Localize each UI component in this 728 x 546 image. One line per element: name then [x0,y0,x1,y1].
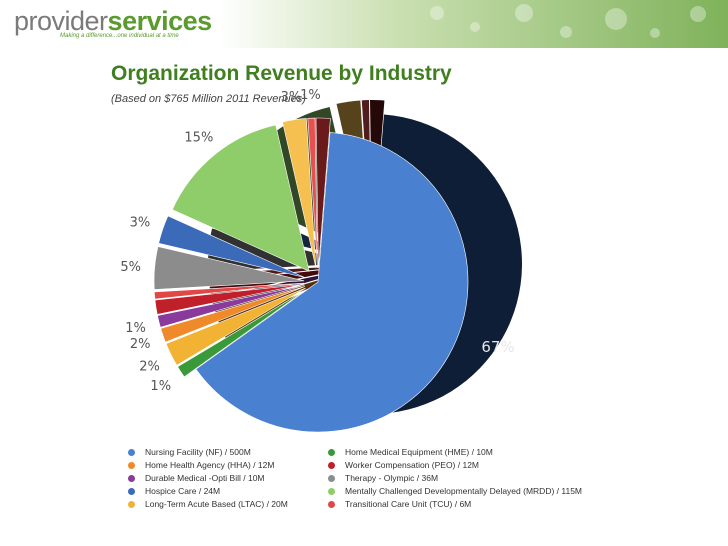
legend-entry: Transitional Care Unit (TCU) / 6M [328,499,648,509]
pie-slice-label-2: 2% [139,359,160,374]
legend-entry: Mentally Challenged Developmentally Dela… [328,486,648,496]
pie-slice-label-8: 3% [130,216,151,231]
legend-swatch [328,462,335,469]
legend-label: Nursing Facility (NF) / 500M [145,447,251,457]
legend-label: Therapy - Olympic / 36M [345,473,438,483]
legend-swatch [328,501,335,508]
pie-slice-label-4: 1% [125,321,146,336]
pie-slice-label-1: 1% [150,379,171,394]
legend-label: Home Medical Equipment (HME) / 10M [345,447,493,457]
legend-swatch [328,475,335,482]
legend-entry: Worker Compensation (PEO) / 12M [328,460,648,470]
legend-swatch [128,488,135,495]
legend-label: Durable Medical -Opti Bill / 10M [145,473,265,483]
pie-slice-label-7: 5% [120,260,141,275]
legend-entry: Therapy - Olympic / 36M [328,473,648,483]
legend-entry: Hospice Care / 24M [128,486,328,496]
legend-label: Mentally Challenged Developmentally Dela… [345,486,582,496]
pie-slice-label-11: 1% [300,88,321,103]
pie-chart: 67%1%2%2%1%5%3%15%3%1% [0,0,728,440]
legend-swatch [128,449,135,456]
legend-swatch [128,501,135,508]
pie-slice-label-0: 67% [481,338,514,356]
legend-entry: Home Health Agency (HHA) / 12M [128,460,328,470]
legend-label: Transitional Care Unit (TCU) / 6M [345,499,471,509]
legend-swatch [128,475,135,482]
legend-entry: Long-Term Acute Based (LTAC) / 20M [128,499,328,509]
legend-label: Home Health Agency (HHA) / 12M [145,460,274,470]
legend-swatch [328,488,335,495]
legend-entry: Home Medical Equipment (HME) / 10M [328,447,648,457]
pie-slice-label-10: 3% [281,90,302,105]
pie-slice-label-3: 2% [130,337,151,352]
legend-swatch [128,462,135,469]
legend-label: Long-Term Acute Based (LTAC) / 20M [145,499,288,509]
chart-legend: Nursing Facility (NF) / 500M Home Medical… [128,447,648,509]
legend-swatch [328,449,335,456]
legend-label: Worker Compensation (PEO) / 12M [345,460,479,470]
legend-label: Hospice Care / 24M [145,486,220,496]
legend-entry: Durable Medical -Opti Bill / 10M [128,473,328,483]
legend-entry: Nursing Facility (NF) / 500M [128,447,328,457]
pie-slice-label-9: 15% [184,131,213,146]
